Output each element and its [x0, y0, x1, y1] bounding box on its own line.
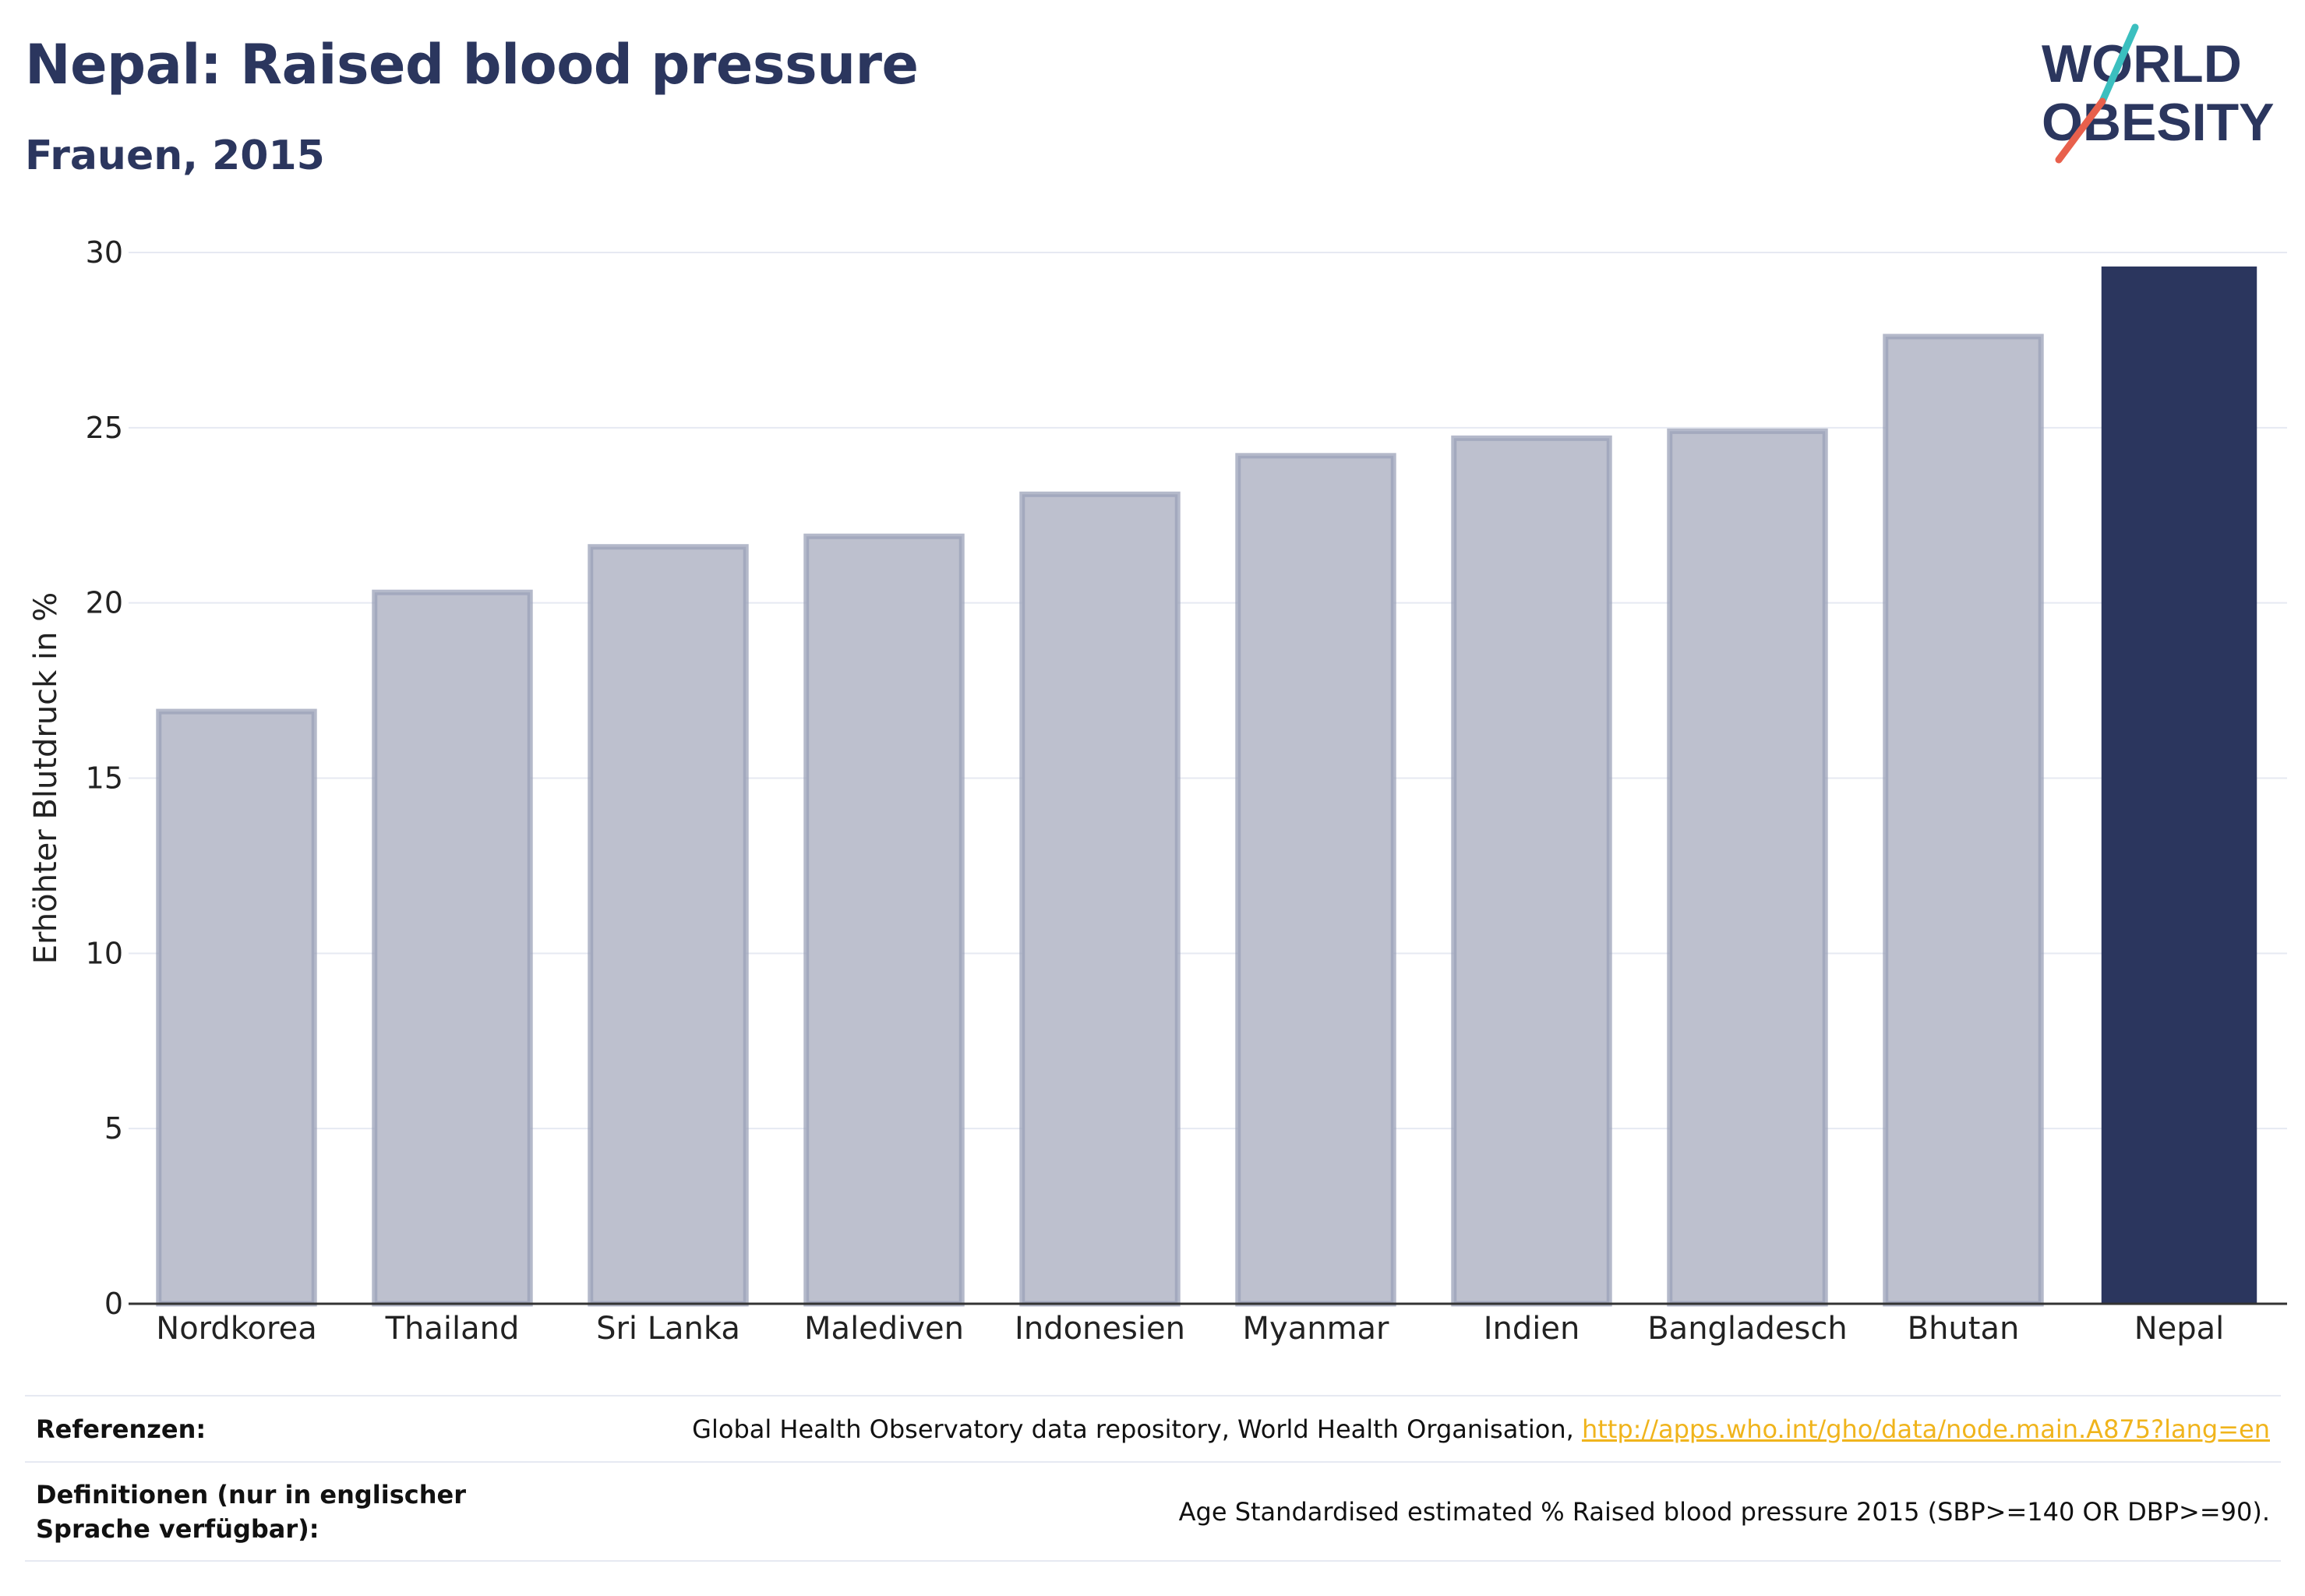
logo-slash-coral: [2055, 97, 2106, 164]
references-text: Global Health Observatory data repositor…: [692, 1414, 1582, 1444]
x-tick-label: Bangladesch: [1647, 1311, 1848, 1347]
x-tick-label: Indien: [1484, 1311, 1580, 1347]
y-tick-label: 15: [86, 761, 123, 796]
x-tick-label: Nepal: [2134, 1311, 2225, 1347]
bar-malediven[interactable]: [803, 533, 965, 1307]
references-value: Global Health Observatory data repositor…: [692, 1414, 2281, 1444]
x-tick-label: Thailand: [385, 1311, 520, 1347]
definitions-row: Definitionen (nur in englischer Sprache …: [25, 1461, 2281, 1562]
bar-bhutan[interactable]: [1883, 334, 2044, 1307]
references-row: Referenzen: Global Health Observatory da…: [25, 1395, 2281, 1461]
bar-sri-lanka[interactable]: [588, 544, 749, 1307]
bar-nordkorea[interactable]: [156, 708, 317, 1307]
chart-title: Nepal: Raised blood pressure: [25, 33, 919, 97]
logo-line2: OBESITY: [2042, 93, 2275, 152]
bar-myanmar[interactable]: [1235, 453, 1396, 1307]
bar-chart: 0 5 10 15 20 25 30 Nordkorea Thailand Sri Lanka M…: [28, 235, 2287, 1347]
logo-line1: WORLD: [2042, 34, 2242, 94]
bar-bangladesch[interactable]: [1667, 428, 1828, 1307]
definitions-label: Definitionen (nur in englischer Sprache …: [36, 1479, 466, 1544]
x-tick-labels: Nordkorea Thailand Sri Lanka Malediven Indon…: [156, 1311, 2224, 1347]
logo-slash-teal: [2099, 23, 2139, 105]
y-tick-labels: 0 5 10 15 20 25 30: [86, 235, 123, 1321]
bar-thailand[interactable]: [372, 589, 533, 1307]
y-tick-label: 0: [104, 1287, 123, 1321]
x-tick-label: Sri Lanka: [596, 1311, 740, 1347]
bars: [156, 266, 2257, 1307]
bar-indonesien[interactable]: [1019, 491, 1181, 1307]
x-tick-label: Myanmar: [1243, 1311, 1390, 1347]
y-axis-label: Erhöhter Blutdruck in %: [28, 592, 64, 964]
y-tick-label: 5: [104, 1111, 123, 1146]
references-link[interactable]: http://apps.who.int/gho/data/node.main.A…: [1581, 1414, 2270, 1444]
x-tick-label: Nordkorea: [156, 1311, 316, 1347]
definitions-value: Age Standardised estimated % Raised bloo…: [1178, 1496, 2270, 1527]
world-obesity-logo: WORLD OBESITY: [2042, 23, 2275, 164]
references-label: Referenzen:: [36, 1414, 206, 1444]
y-tick-label: 25: [86, 411, 123, 445]
x-tick-label: Indonesien: [1015, 1311, 1185, 1347]
bar-indien[interactable]: [1451, 435, 1612, 1307]
x-tick-label: Malediven: [804, 1311, 964, 1347]
y-tick-label: 10: [86, 936, 123, 970]
references-table: Referenzen: Global Health Observatory da…: [25, 1395, 2281, 1562]
chart-subtitle: Frauen, 2015: [25, 132, 325, 179]
y-tick-label: 20: [86, 586, 123, 620]
y-tick-label: 30: [86, 235, 123, 270]
x-tick-label: Bhutan: [1908, 1311, 2020, 1347]
bar-nepal[interactable]: [2101, 266, 2257, 1304]
